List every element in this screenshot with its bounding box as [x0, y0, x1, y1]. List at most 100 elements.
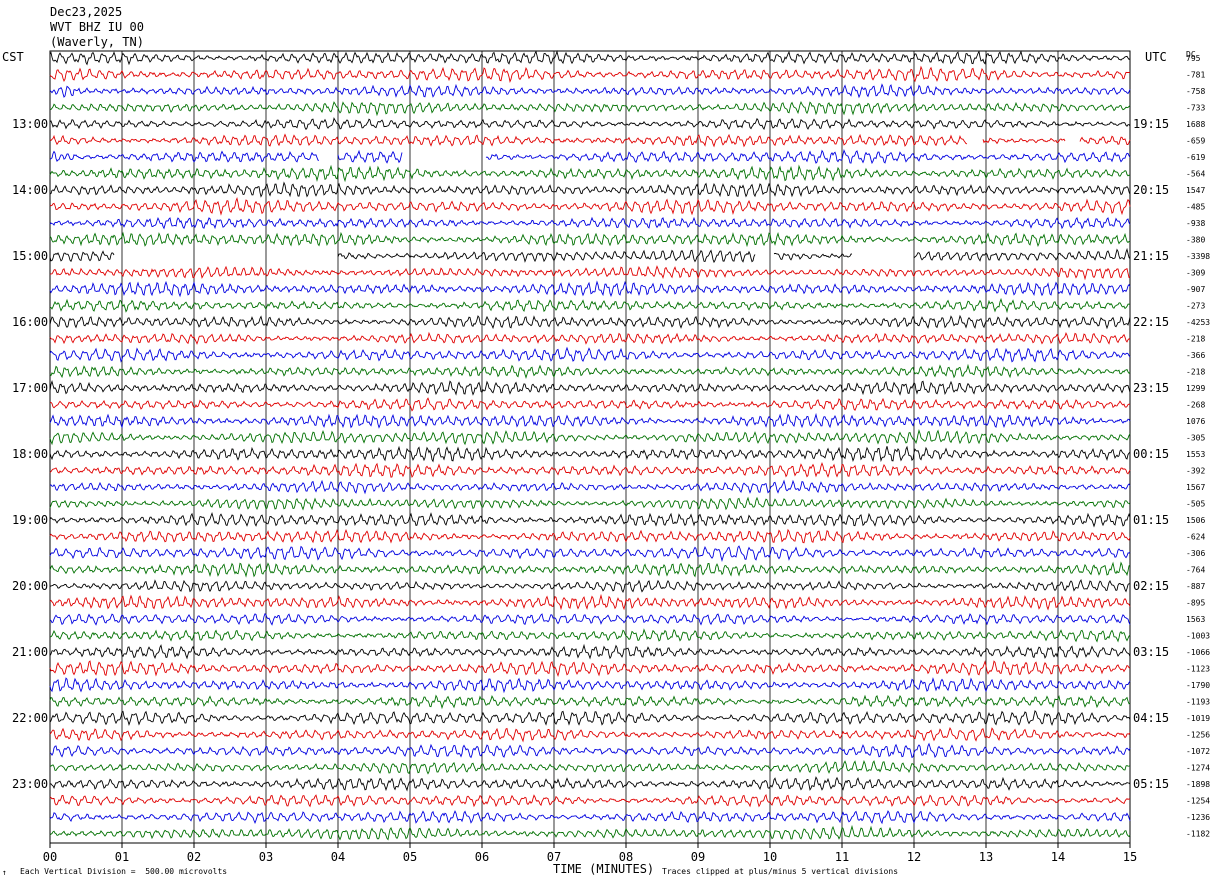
trace-offset-label: -485 [1186, 203, 1205, 212]
utc-hour-label: 02:15 [1133, 579, 1169, 593]
trace-offset-label: -1254 [1186, 797, 1210, 806]
trace-offset-label: -1003 [1186, 632, 1210, 641]
trace-offset-label: 1567 [1186, 483, 1205, 492]
seismic-trace [49, 314, 1131, 330]
trace-offset-label: -306 [1186, 549, 1205, 558]
trace-offset-label: 795 [1186, 54, 1201, 63]
trace-offset-label: 1506 [1186, 516, 1205, 525]
trace-offset-label: -764 [1186, 566, 1205, 575]
trace-offset-label: -4253 [1186, 318, 1210, 327]
seismic-trace [49, 759, 1131, 775]
trace-offset-label: -564 [1186, 170, 1205, 179]
x-tick-label: 09 [691, 850, 705, 864]
cst-hour-label: 21:00 [12, 645, 48, 659]
trace-offset-label: 1299 [1186, 384, 1205, 393]
seismic-trace [49, 247, 1131, 264]
seismic-trace [49, 83, 1131, 99]
cst-hour-label: 19:00 [12, 513, 48, 527]
seismic-trace [49, 593, 1131, 611]
trace-offset-label: -309 [1186, 269, 1205, 278]
seismic-trace [49, 117, 1131, 131]
seismic-trace [49, 479, 1131, 495]
trace-offset-label: -1019 [1186, 714, 1210, 723]
trace-offset-label: -1193 [1186, 698, 1210, 707]
cst-hour-label: 14:00 [12, 183, 48, 197]
seismic-trace [49, 545, 1131, 563]
trace-offset-label: -659 [1186, 137, 1205, 146]
cst-hour-label: 20:00 [12, 579, 48, 593]
trace-offset-label: -1790 [1186, 681, 1210, 690]
trace-offset-label: 1688 [1186, 120, 1205, 129]
x-tick-label: 03 [259, 850, 273, 864]
cst-hour-label: 13:00 [12, 117, 48, 131]
trace-offset-label: -218 [1186, 335, 1205, 344]
cst-hour-label: 18:00 [12, 447, 48, 461]
seismic-trace [49, 628, 1131, 643]
seismic-trace [49, 445, 1131, 463]
seismic-trace [49, 379, 1131, 396]
x-tick-label: 10 [763, 850, 777, 864]
seismic-trace [49, 643, 1131, 660]
cst-hour-label: 22:00 [12, 711, 48, 725]
seismic-trace [49, 561, 1131, 578]
seismic-trace [49, 346, 1131, 363]
station-location: (Waverly, TN) [50, 35, 144, 49]
seismic-trace [49, 148, 1131, 165]
utc-hour-label: 21:15 [1133, 249, 1169, 263]
clip-note: Traces clipped at plus/minus 5 vertical … [662, 867, 899, 876]
x-axis-title: TIME (MINUTES) [553, 862, 655, 876]
utc-hour-label: 20:15 [1133, 183, 1169, 197]
seismic-trace [49, 216, 1131, 230]
seismic-trace [49, 776, 1131, 792]
utc-hour-label: 19:15 [1133, 117, 1169, 131]
utc-hour-label: 23:15 [1133, 381, 1169, 395]
seismic-trace [49, 824, 1131, 841]
seismic-trace [49, 65, 1131, 83]
seismic-trace [49, 265, 1131, 281]
trace-offset-label: 1563 [1186, 615, 1205, 624]
x-tick-label: 15 [1123, 850, 1137, 864]
seismic-trace [49, 613, 1131, 626]
station-code: WVT BHZ IU 00 [50, 20, 144, 34]
x-tick-label: 04 [331, 850, 345, 864]
seismic-trace [50, 297, 1131, 314]
cst-hour-label: 17:00 [12, 381, 48, 395]
seismic-trace [49, 412, 1131, 429]
utc-hour-label: 05:15 [1133, 777, 1169, 791]
trace-offset-label: -268 [1186, 401, 1205, 410]
left-timezone-label: CST [2, 50, 24, 64]
x-tick-label: 01 [115, 850, 129, 864]
seismic-trace [49, 709, 1131, 726]
utc-hour-label: 04:15 [1133, 711, 1169, 725]
dc-label: DC [1186, 50, 1196, 59]
seismic-trace [49, 181, 1131, 198]
utc-hour-label: 01:15 [1133, 513, 1169, 527]
seismic-trace [49, 197, 1131, 216]
seismic-trace [49, 579, 1131, 594]
right-timezone-label: UTC [1145, 50, 1167, 64]
seismic-trace [49, 694, 1131, 710]
seismic-trace [49, 496, 1131, 511]
seismic-trace [49, 49, 1131, 66]
trace-offset-label: -380 [1186, 236, 1205, 245]
trace-offset-label: -305 [1186, 434, 1205, 443]
seismic-trace [49, 810, 1131, 825]
trace-offset-label: 1076 [1186, 417, 1205, 426]
trace-offset-label: -1066 [1186, 648, 1210, 657]
seismic-trace [49, 164, 1131, 183]
seismic-trace [49, 793, 1130, 808]
trace-offset-label: -218 [1186, 368, 1205, 377]
trace-offset-label: -1123 [1186, 665, 1210, 674]
trace-offset-label: 1553 [1186, 450, 1205, 459]
trace-offset-label: -733 [1186, 104, 1205, 113]
trace-offset-label: -1256 [1186, 731, 1210, 740]
seismic-trace [49, 397, 1131, 412]
cst-hour-label: 15:00 [12, 249, 48, 263]
utc-hour-label: 22:15 [1133, 315, 1169, 329]
x-tick-label: 14 [1051, 850, 1065, 864]
trace-offset-label: -273 [1186, 302, 1205, 311]
trace-offset-label: -624 [1186, 533, 1205, 542]
seismic-trace [49, 511, 1131, 528]
x-tick-label: 12 [907, 850, 921, 864]
trace-offset-label: -1274 [1186, 764, 1210, 773]
